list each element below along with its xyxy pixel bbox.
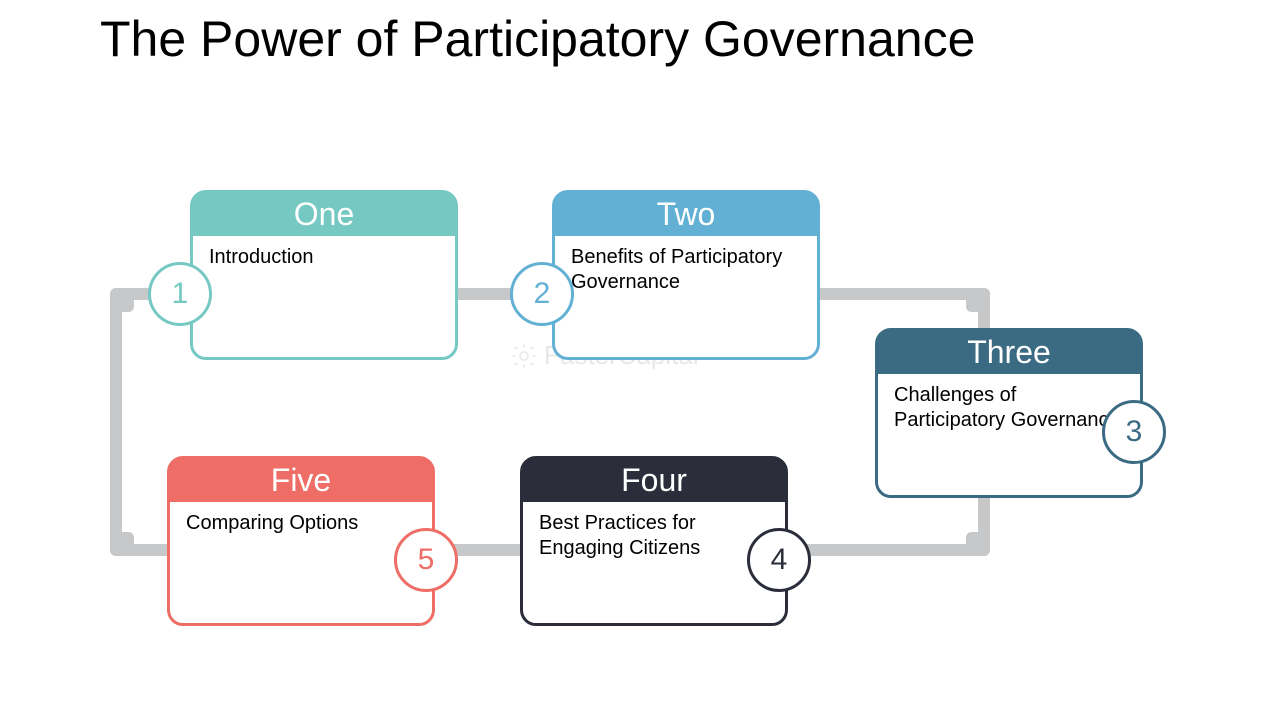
card-five-badge: 5 (394, 528, 458, 592)
card-five: Five Comparing Options (167, 456, 435, 626)
card-two: Two Benefits of Participatory Governance (552, 190, 820, 360)
page-title: The Power of Participatory Governance (100, 10, 975, 68)
card-four: Four Best Practices for Engaging Citizen… (520, 456, 788, 626)
card-four-header: Four (522, 458, 786, 502)
connector-left (110, 288, 122, 556)
card-three-body: Challenges of Participatory Governance (878, 373, 1140, 443)
card-two-header: Two (554, 192, 818, 236)
card-four-badge: 4 (747, 528, 811, 592)
card-one-badge: 1 (148, 262, 212, 326)
card-five-header: Five (169, 458, 433, 502)
card-one-header: One (192, 192, 456, 236)
card-one: One Introduction (190, 190, 458, 360)
card-three: Three Challenges of Participatory Govern… (875, 328, 1143, 498)
card-two-badge: 2 (510, 262, 574, 326)
card-four-body: Best Practices for Engaging Citizens (523, 501, 785, 571)
card-three-badge: 3 (1102, 400, 1166, 464)
card-three-header: Three (877, 330, 1141, 374)
card-two-body: Benefits of Participatory Governance (555, 235, 817, 305)
card-five-body: Comparing Options (170, 501, 432, 546)
gear-icon (510, 342, 538, 370)
card-one-body: Introduction (193, 235, 455, 280)
